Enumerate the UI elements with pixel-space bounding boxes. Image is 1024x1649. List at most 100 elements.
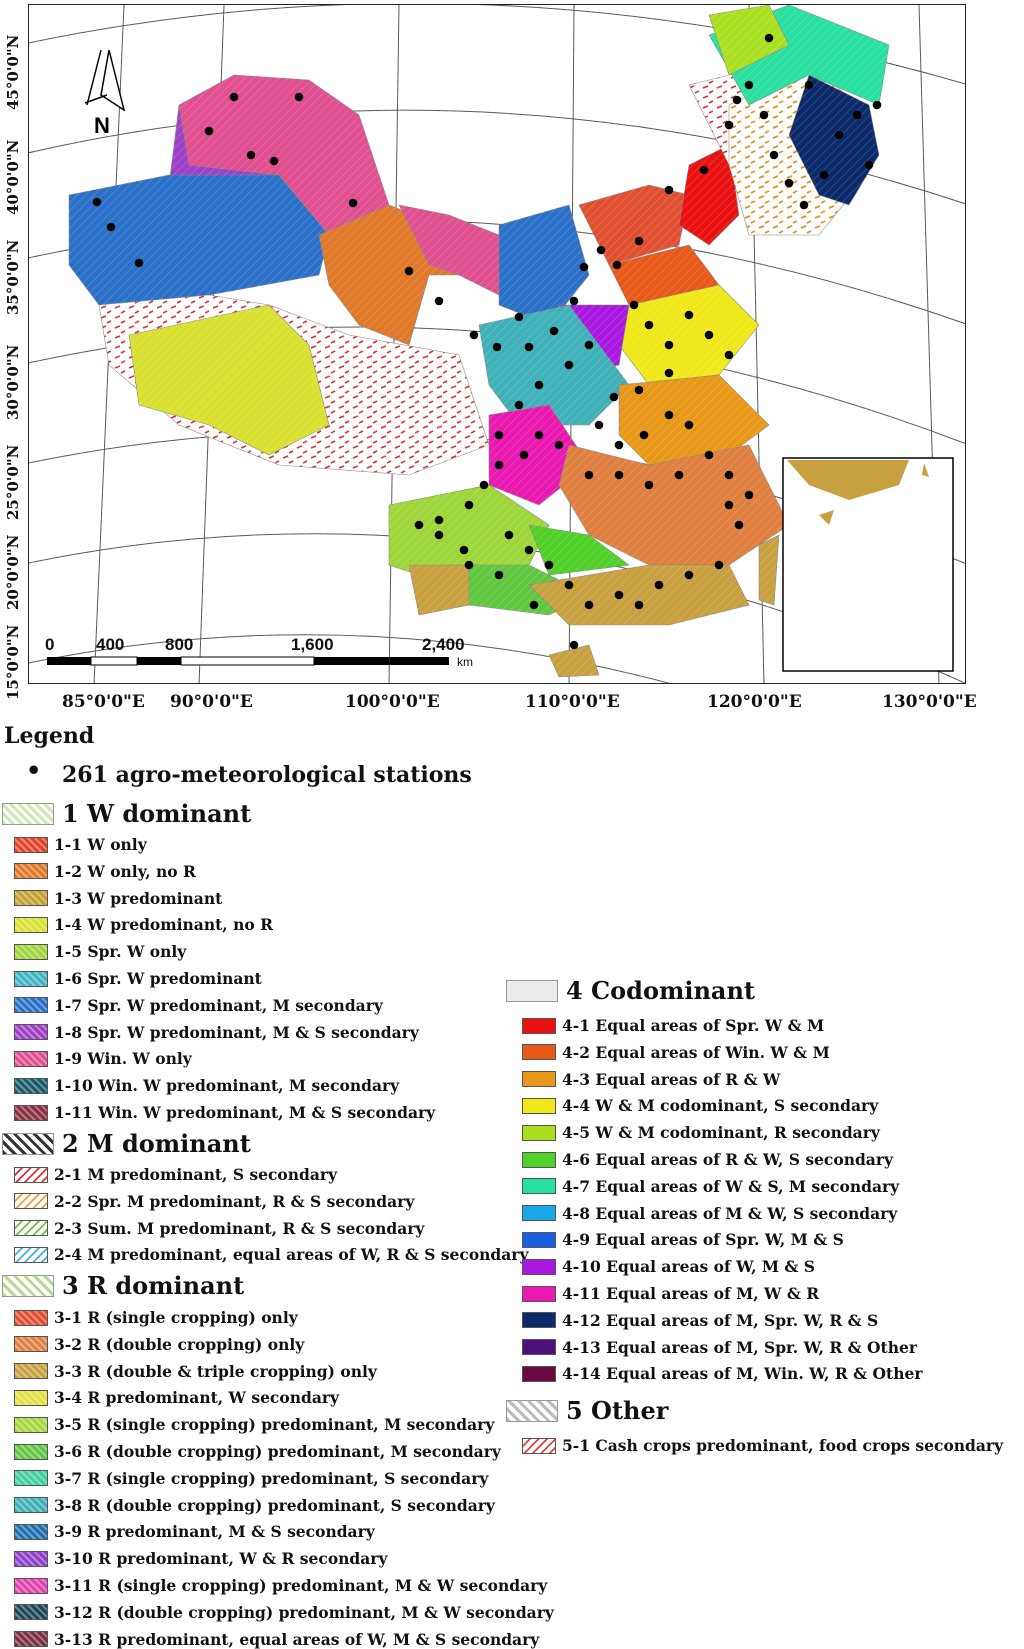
legend-item: 1-6 Spr. W predominant: [14, 969, 262, 988]
station-dot: [714, 560, 724, 570]
legend-item: 5-1 Cash crops predominant, food crops s…: [522, 1436, 1003, 1455]
station-dot: [674, 470, 684, 480]
station-dot: [569, 296, 579, 306]
station-dot: [699, 165, 709, 175]
legend-group-swatch: [506, 1399, 558, 1422]
station-dot: [644, 480, 654, 490]
lon-label-90: 90°0'0"E: [170, 692, 253, 712]
legend-swatch: [522, 1231, 556, 1248]
station-dot: [864, 160, 874, 170]
legend-item: 3-5 R (single cropping) predominant, M s…: [14, 1415, 494, 1434]
legend-group-1: 1 W dominant: [2, 799, 251, 828]
station-dot: [704, 450, 714, 460]
station-dot: [584, 600, 594, 610]
legend-item-label: 4-6 Equal areas of R & W, S secondary: [562, 1150, 894, 1169]
lon-label-120: 120°0'0"E: [707, 692, 802, 712]
scale-label-1600: 1,600: [291, 635, 334, 654]
station-dot: [524, 545, 534, 555]
legend-item: 3-2 R (double cropping) only: [14, 1335, 304, 1354]
legend-item: 2-4 M predominant, equal areas of W, R &…: [14, 1245, 528, 1264]
station-dot: [614, 470, 624, 480]
legend-item-label: 1-4 W predominant, no R: [54, 915, 273, 935]
legend-item: 3-11 R (single cropping) predominant, M …: [14, 1576, 547, 1595]
legend-item-label: 4-14 Equal areas of M, Win. W, R & Other: [562, 1364, 923, 1384]
station-dot: [634, 385, 644, 395]
legend-item-label: 1-7 Spr. W predominant, M secondary: [54, 995, 383, 1015]
scale-unit: km: [457, 655, 473, 669]
station-dot: [434, 515, 444, 525]
station-dot: [106, 222, 116, 232]
legend-item-label: 4-12 Equal areas of M, Spr. W, R & S: [562, 1310, 879, 1330]
lon-label-100: 100°0'0"E: [345, 692, 440, 712]
station-dot: [724, 350, 734, 360]
legend-item: 2-1 M predominant, S secondary: [14, 1165, 337, 1184]
legend-swatch: [522, 1205, 556, 1222]
legend-item-label: 1-11 Win. W predominant, M & S secondary: [54, 1103, 436, 1122]
legend-swatch: [14, 1363, 48, 1380]
legend-swatch: [522, 1151, 556, 1168]
legend-swatch: [14, 1604, 48, 1621]
lat-label-35: 35°0'0"N: [4, 239, 22, 315]
legend-group-label: 4 Codominant: [566, 976, 755, 1005]
legend-item: 4-8 Equal areas of M & W, S secondary: [522, 1204, 897, 1223]
legend-group-swatch: [506, 979, 558, 1002]
legend-item-label: 1-9 Win. W only: [54, 1049, 192, 1069]
station-dot: [534, 380, 544, 390]
station-dot: [469, 330, 479, 340]
legend-item: 3-9 R predominant, M & S secondary: [14, 1522, 375, 1541]
legend-swatch: [14, 1336, 48, 1353]
legend-item-label: 4-4 W & M codominant, S secondary: [562, 1096, 879, 1116]
legend-group-label: 1 W dominant: [62, 799, 252, 828]
station-dot: [464, 560, 474, 570]
legend-item: 4-1 Equal areas of Spr. W & M: [522, 1016, 824, 1035]
legend-item-label: 1-2 W only, no R: [54, 861, 196, 881]
station-dot: [684, 420, 694, 430]
legend-item-label: 3-4 R predominant, W secondary: [54, 1388, 340, 1408]
legend-item: 3-10 R predominant, W & R secondary: [14, 1549, 388, 1568]
legend-swatch: [14, 1193, 48, 1210]
station-dot: [804, 80, 814, 90]
legend-swatch: [522, 1071, 556, 1088]
station-dot: [529, 600, 539, 610]
legend-item-label: 4-5 W & M codominant, R secondary: [562, 1123, 880, 1143]
legend-item-label: 3-10 R predominant, W & R secondary: [54, 1549, 388, 1569]
legend-item-label: 3-13 R predominant, equal areas of W, M …: [54, 1629, 540, 1649]
legend-swatch: [14, 1024, 48, 1041]
legend-item-label: 3-8 R (double cropping) predominant, S s…: [54, 1495, 495, 1515]
legend-item-label: 3-7 R (single cropping) predominant, S s…: [54, 1468, 489, 1488]
station-dot: [819, 170, 829, 180]
legend-swatch: [14, 1523, 48, 1540]
legend-swatch: [522, 1258, 556, 1275]
station-dot: [229, 92, 239, 102]
station-dot: [584, 340, 594, 350]
legend-group-label: 5 Other: [566, 1396, 669, 1425]
legend-swatch: [14, 1309, 48, 1326]
legend-item: 4-10 Equal areas of W, M & S: [522, 1257, 815, 1276]
scale-label-400: 400: [96, 635, 125, 654]
station-dot: [704, 330, 714, 340]
lat-label-25: 25°0'0"N: [4, 444, 22, 520]
legend-group-swatch: [2, 802, 54, 825]
legend-title: Legend: [4, 723, 95, 749]
legend-swatch: [522, 1285, 556, 1302]
scale-label-0: 0: [45, 635, 55, 654]
legend-swatch: [522, 1339, 556, 1356]
station-dot: [554, 440, 564, 450]
legend-group-swatch: [2, 1132, 54, 1155]
station-dot: [404, 266, 414, 276]
scale-label-800: 800: [165, 635, 194, 654]
station-dot: [724, 120, 734, 130]
legend-swatch: [14, 943, 48, 960]
legend-item: 4-3 Equal areas of R & W: [522, 1070, 780, 1089]
legend-item: 1-8 Spr. W predominant, M & S secondary: [14, 1023, 419, 1042]
legend-item: 4-14 Equal areas of M, Win. W, R & Other: [522, 1364, 923, 1383]
legend-item-label: 4-7 Equal areas of W & S, M secondary: [562, 1176, 900, 1196]
station-dot: [564, 360, 574, 370]
north-label: N: [94, 113, 110, 138]
station-dot: [834, 130, 844, 140]
station-dot: [348, 198, 358, 208]
legend-item: 4-13 Equal areas of M, Spr. W, R & Other: [522, 1338, 917, 1357]
legend-item: 4-2 Equal areas of Win. W & M: [522, 1043, 830, 1062]
legend-swatch: [14, 1050, 48, 1067]
legend-swatch: [14, 970, 48, 987]
